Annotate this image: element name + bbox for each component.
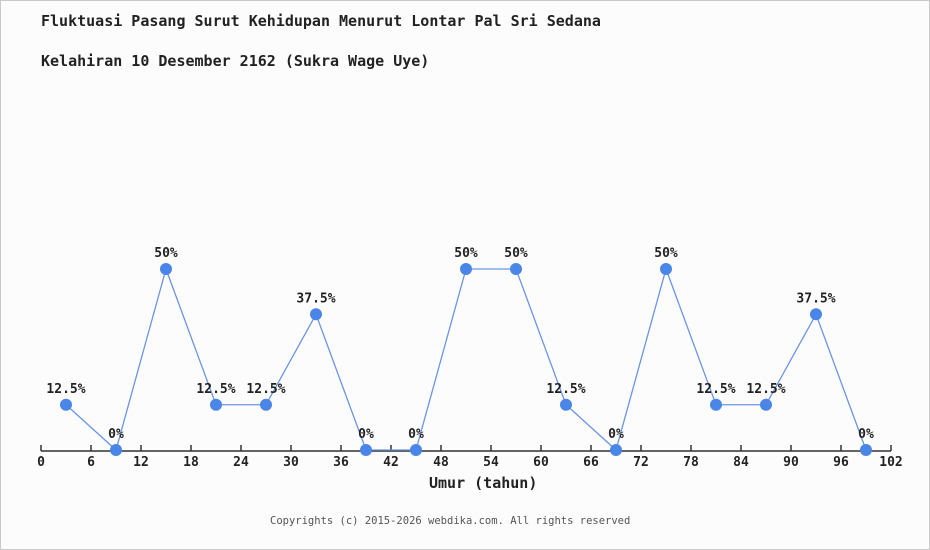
- data-point-marker: [610, 444, 622, 456]
- data-point-label: 0%: [408, 427, 424, 442]
- chart-title-line2: Kelahiran 10 Desember 2162 (Sukra Wage U…: [41, 52, 430, 70]
- data-point-label: 12.5%: [196, 382, 235, 397]
- x-tick-label: 24: [233, 455, 249, 470]
- data-point-marker: [660, 263, 672, 275]
- data-point-label: 0%: [108, 427, 124, 442]
- data-point-label: 50%: [504, 246, 528, 261]
- data-point-label: 0%: [358, 427, 374, 442]
- data-point-label: 37.5%: [296, 291, 335, 306]
- series-line: [65, 266, 867, 452]
- x-tick-label: 54: [483, 455, 499, 470]
- x-tick-label: 36: [333, 455, 349, 470]
- x-tick-label: 42: [383, 455, 399, 470]
- data-point-marker: [560, 398, 572, 411]
- data-point-marker: [210, 398, 222, 411]
- x-tick-label: 48: [433, 455, 449, 470]
- x-tick-label: 18: [183, 455, 199, 470]
- data-point-label: 12.5%: [696, 382, 735, 397]
- chart-title-line1: Fluktuasi Pasang Surut Kehidupan Menurut…: [41, 12, 601, 30]
- x-tick-label: 30: [283, 455, 299, 470]
- data-point-label: 12.5%: [46, 382, 85, 397]
- data-point-label: 37.5%: [796, 291, 835, 306]
- data-point-marker: [60, 398, 72, 411]
- x-tick-label: 84: [733, 455, 749, 470]
- data-point-marker: [860, 444, 872, 456]
- data-point-marker: [360, 444, 372, 456]
- x-axis-title: Umur (tahun): [429, 474, 538, 492]
- data-point-marker: [510, 263, 522, 275]
- data-point-label: 0%: [608, 427, 624, 442]
- data-point-label: 12.5%: [746, 382, 785, 397]
- copyright-notice: Copyrights (c) 2015-2026 webdika.com. Al…: [270, 515, 631, 527]
- chart-title: Fluktuasi Pasang Surut Kehidupan Menurut…: [41, 11, 601, 71]
- data-point-marker: [710, 398, 722, 411]
- data-point-marker: [310, 308, 322, 321]
- data-point-label: 50%: [154, 246, 178, 261]
- data-point-label: 50%: [654, 246, 678, 261]
- x-tick-label: 90: [783, 455, 799, 470]
- data-point-label: 0%: [858, 427, 874, 442]
- x-tick-label: 72: [633, 455, 649, 470]
- x-tick-label: 60: [533, 455, 549, 470]
- x-tick-label: 78: [683, 455, 699, 470]
- data-point-marker: [110, 444, 122, 456]
- data-point-marker: [460, 263, 472, 275]
- x-tick-label: 0: [37, 455, 45, 470]
- data-point-marker: [810, 308, 822, 321]
- data-point-label: 12.5%: [246, 382, 285, 397]
- data-point-marker: [260, 398, 272, 411]
- x-tick-label: 6: [87, 455, 95, 470]
- data-point-label: 12.5%: [546, 382, 585, 397]
- x-tick-label: 102: [879, 455, 902, 470]
- data-point-marker: [410, 444, 422, 456]
- x-tick-label: 12: [133, 455, 149, 470]
- data-point-marker: [760, 398, 772, 411]
- x-tick-label: 66: [583, 455, 599, 470]
- data-point-marker: [160, 263, 172, 275]
- x-tick-label: 96: [833, 455, 849, 470]
- data-point-label: 50%: [454, 246, 478, 261]
